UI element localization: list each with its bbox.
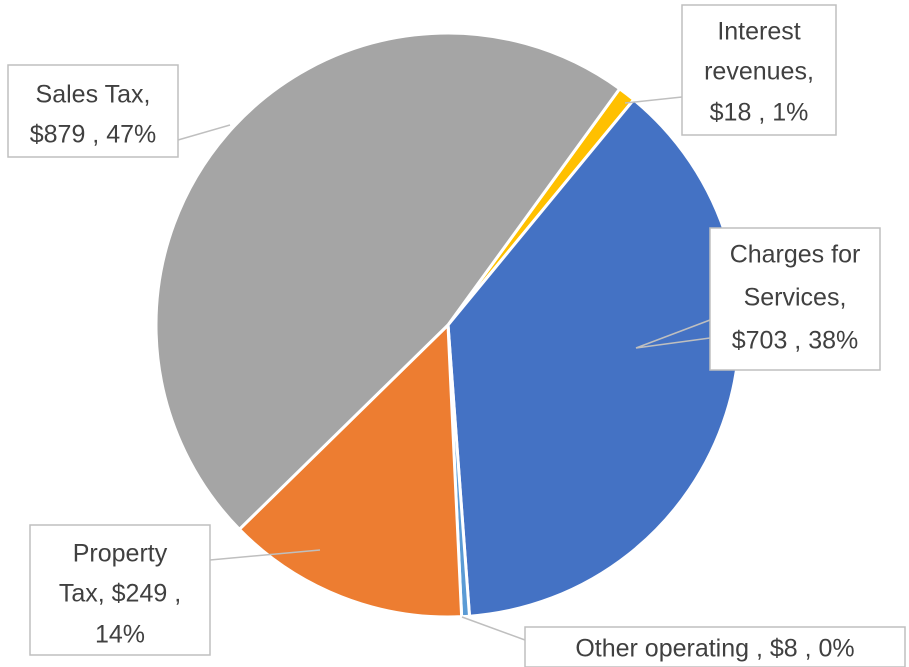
data-label: $18 , 1% xyxy=(710,99,809,127)
label-box xyxy=(29,524,211,656)
data-label: Property xyxy=(73,540,168,568)
label-box xyxy=(7,64,179,158)
data-label: Sales Tax, xyxy=(36,81,151,109)
leader-line xyxy=(624,96,683,104)
pie-slice xyxy=(446,97,742,618)
data-label: $879 , 47% xyxy=(30,121,157,149)
leader-line xyxy=(461,616,526,641)
pie-slice xyxy=(237,321,464,619)
data-label: revenues, xyxy=(704,58,814,86)
leader-line xyxy=(209,549,321,561)
pie-slice xyxy=(154,31,622,532)
leader-line xyxy=(635,319,711,349)
data-label: Other operating , $8 , 0% xyxy=(575,635,854,663)
data-label: $703 , 38% xyxy=(732,327,859,355)
label-box xyxy=(709,227,881,371)
data-label: Services, xyxy=(744,284,847,312)
data-label: Tax, $249 , xyxy=(59,580,181,608)
leader-line xyxy=(177,124,231,141)
data-label: Interest xyxy=(717,18,800,46)
label-box xyxy=(524,626,906,667)
data-label: Charges for xyxy=(730,241,861,269)
data-label: 14% xyxy=(95,621,145,649)
label-box xyxy=(681,4,837,136)
